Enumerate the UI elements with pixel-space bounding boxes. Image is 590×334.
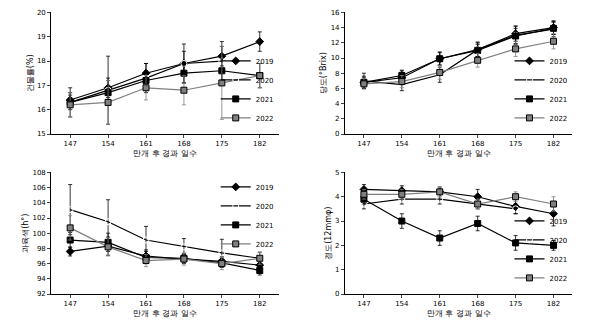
svg-text:168: 168 <box>471 140 484 148</box>
svg-text:161: 161 <box>139 140 152 148</box>
svg-text:4: 4 <box>335 193 340 201</box>
svg-text:92: 92 <box>37 290 46 298</box>
svg-text:2021: 2021 <box>256 96 274 104</box>
svg-text:5: 5 <box>335 169 339 177</box>
svg-text:102: 102 <box>32 214 45 222</box>
svg-text:147: 147 <box>357 300 370 308</box>
svg-text:2020: 2020 <box>549 77 567 85</box>
svg-text:182: 182 <box>253 140 266 148</box>
svg-text:2: 2 <box>335 242 339 250</box>
svg-text:19: 19 <box>37 33 46 41</box>
svg-text:2020: 2020 <box>256 203 274 211</box>
svg-text:182: 182 <box>253 300 266 308</box>
svg-text:2020: 2020 <box>549 237 567 245</box>
svg-text:2022: 2022 <box>549 275 567 283</box>
svg-text:154: 154 <box>101 300 115 308</box>
svg-text:147: 147 <box>357 140 370 148</box>
svg-text:2020: 2020 <box>256 77 274 85</box>
svg-text:147: 147 <box>63 300 76 308</box>
svg-text:175: 175 <box>509 300 522 308</box>
svg-text:만개 후 경과 일수: 만개 후 경과 일수 <box>133 149 197 158</box>
svg-text:1: 1 <box>335 266 339 274</box>
svg-text:154: 154 <box>395 300 409 308</box>
svg-text:108: 108 <box>32 169 45 177</box>
svg-text:161: 161 <box>433 140 446 148</box>
svg-text:만개 후 경과 일수: 만개 후 경과 일수 <box>427 149 491 158</box>
svg-text:168: 168 <box>471 300 484 308</box>
svg-text:6: 6 <box>335 85 340 93</box>
svg-text:2019: 2019 <box>549 58 567 66</box>
svg-text:182: 182 <box>547 300 560 308</box>
svg-text:16: 16 <box>331 9 340 17</box>
svg-text:96: 96 <box>37 260 46 268</box>
svg-text:12: 12 <box>331 39 340 47</box>
svg-text:168: 168 <box>177 140 190 148</box>
svg-text:16: 16 <box>37 106 46 114</box>
svg-text:2019: 2019 <box>549 218 567 226</box>
svg-text:154: 154 <box>101 140 115 148</box>
svg-text:104: 104 <box>32 199 46 207</box>
svg-text:94: 94 <box>37 275 46 283</box>
svg-text:0: 0 <box>335 290 339 298</box>
svg-text:건물률(%): 건물률(%) <box>26 54 35 92</box>
svg-text:2021: 2021 <box>549 96 567 104</box>
svg-text:106: 106 <box>32 184 46 192</box>
svg-text:2022: 2022 <box>256 115 274 123</box>
svg-text:17: 17 <box>37 82 46 90</box>
svg-text:20: 20 <box>37 9 46 17</box>
svg-text:14: 14 <box>331 24 340 32</box>
svg-text:15: 15 <box>37 130 46 138</box>
svg-text:당도(°Brix): 당도(°Brix) <box>319 52 328 94</box>
svg-text:154: 154 <box>395 140 409 148</box>
svg-text:161: 161 <box>139 300 152 308</box>
svg-text:4: 4 <box>335 100 340 108</box>
svg-text:18: 18 <box>37 57 46 65</box>
svg-text:2022: 2022 <box>549 115 567 123</box>
svg-text:2021: 2021 <box>549 256 567 264</box>
svg-text:100: 100 <box>32 230 45 238</box>
svg-text:과육색(h°): 과육색(h°) <box>21 214 30 253</box>
svg-text:147: 147 <box>63 140 76 148</box>
svg-text:161: 161 <box>433 300 446 308</box>
svg-text:182: 182 <box>547 140 560 148</box>
svg-text:175: 175 <box>215 300 228 308</box>
svg-text:168: 168 <box>177 300 190 308</box>
svg-text:만개 후 경과 일수: 만개 후 경과 일수 <box>133 309 197 318</box>
svg-text:2019: 2019 <box>256 184 274 192</box>
svg-text:만개 후 경과 일수: 만개 후 경과 일수 <box>427 309 491 318</box>
svg-text:2: 2 <box>335 115 339 123</box>
svg-text:3: 3 <box>335 217 339 225</box>
svg-text:175: 175 <box>215 140 228 148</box>
svg-text:2019: 2019 <box>256 58 274 66</box>
svg-text:98: 98 <box>37 245 46 253</box>
svg-text:175: 175 <box>509 140 522 148</box>
svg-text:2021: 2021 <box>256 222 274 230</box>
svg-text:경도(12mmφ): 경도(12mmφ) <box>324 207 333 260</box>
svg-text:0: 0 <box>335 130 339 138</box>
svg-text:2022: 2022 <box>256 241 274 249</box>
svg-text:8: 8 <box>335 70 339 78</box>
svg-text:10: 10 <box>331 54 340 62</box>
